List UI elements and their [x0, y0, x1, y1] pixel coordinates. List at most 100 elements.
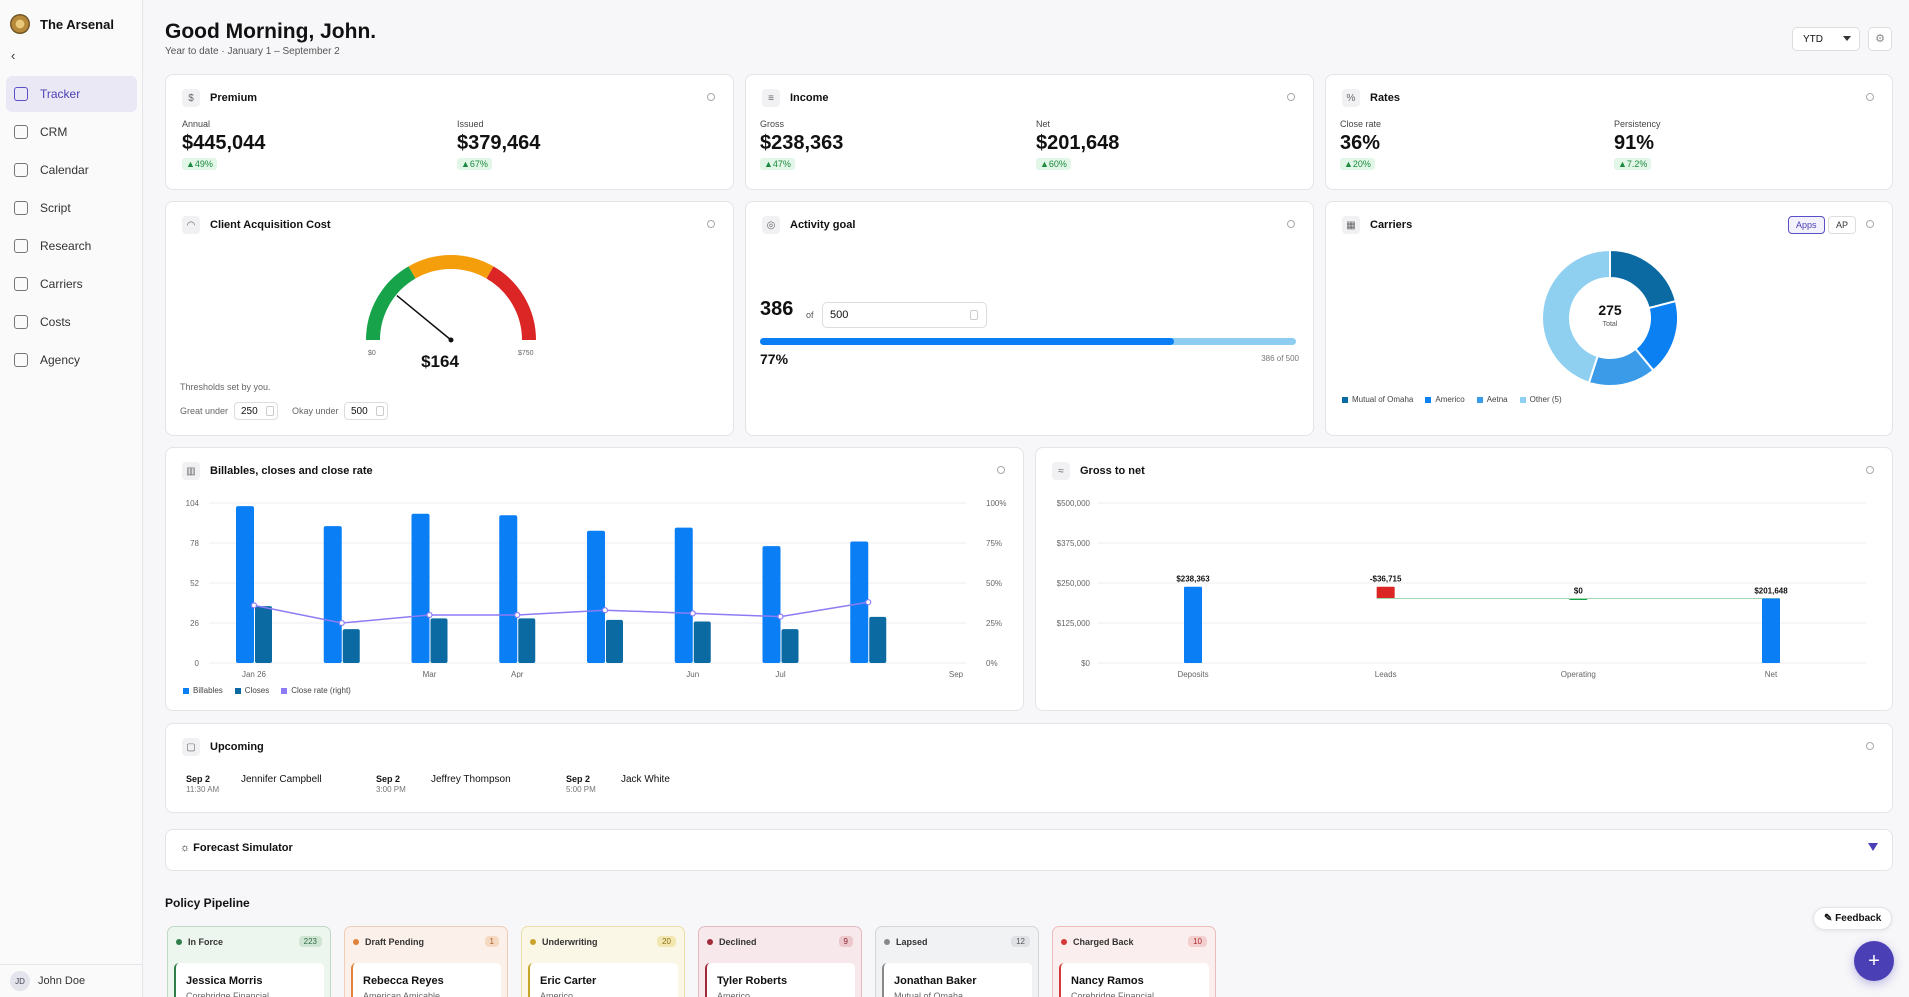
stage-header: In Force — [176, 937, 223, 947]
activity-goal-input[interactable]: 500 — [822, 302, 987, 328]
pipeline-stage-draft-pending[interactable]: Draft Pending 1 Rebecca Reyes American Amic… — [344, 926, 508, 997]
pipeline-stage-lapsed[interactable]: Lapsed 12 Jonathan Baker Mutual of Omaha — [875, 926, 1039, 997]
waterfall-bar[interactable] — [1184, 586, 1202, 663]
billables-bar[interactable] — [236, 506, 254, 663]
income-title-text: Income — [790, 92, 829, 104]
billables-bar[interactable] — [499, 515, 518, 663]
sidebar-item-costs[interactable]: Costs — [6, 304, 137, 340]
upcoming-item[interactable]: Sep 2 11:30 AM Jennifer Campbell — [186, 774, 322, 794]
pipeline-stage-in-force[interactable]: In Force 223 Jessica Morris Corebridge Fina… — [167, 926, 331, 997]
pipeline-stage-declined[interactable]: Declined 9 Tyler Roberts Americo — [698, 926, 862, 997]
closes-bar[interactable] — [693, 621, 711, 663]
close-rate-point[interactable] — [865, 599, 872, 606]
sidebar-item-tracker[interactable]: Tracker — [6, 76, 137, 112]
billables-bar[interactable] — [762, 546, 781, 663]
sidebar-item-crm[interactable]: CRM — [6, 114, 137, 150]
pipeline-stage-underwriting[interactable]: Underwriting 20 Eric Carter Americo — [521, 926, 685, 997]
brand[interactable]: The Arsenal — [10, 14, 114, 34]
change-badge: ▲67% — [457, 158, 492, 170]
closes-bar[interactable] — [255, 606, 272, 663]
waterfall-bar[interactable] — [1762, 598, 1780, 663]
info-icon[interactable] — [1866, 466, 1874, 474]
donut-slice[interactable] — [1541, 248, 1611, 384]
legend-billables[interactable]: Billables — [183, 686, 223, 695]
policy-card[interactable]: Jonathan Baker Mutual of Omaha — [882, 963, 1032, 997]
great-under-input[interactable]: 250 — [234, 402, 278, 420]
chevron-down-icon[interactable] — [1868, 843, 1878, 851]
closes-bar[interactable] — [518, 618, 536, 663]
billables-bar[interactable] — [411, 513, 430, 663]
info-icon[interactable] — [707, 220, 715, 228]
closes-bar[interactable] — [781, 629, 799, 663]
sidebar-item-research[interactable]: Research — [6, 228, 137, 264]
billables-bar[interactable] — [587, 530, 605, 663]
y2-tick-label: 50% — [986, 579, 1002, 588]
legend-label: Close rate (right) — [291, 686, 351, 695]
okay-under-input[interactable]: 500 — [344, 402, 388, 420]
wave-icon: ≈ — [1052, 462, 1070, 480]
stage-name: In Force — [188, 937, 224, 947]
legend-close-rate[interactable]: Close rate (right) — [281, 686, 351, 695]
legend-item[interactable]: Aetna — [1476, 395, 1508, 404]
add-button[interactable]: + — [1854, 941, 1894, 981]
sidebar-item-agency[interactable]: Agency — [6, 342, 137, 378]
close-rate-point[interactable] — [689, 610, 696, 617]
appt-date: Sep 2 — [566, 774, 591, 784]
closes-bar[interactable] — [430, 618, 448, 663]
info-icon[interactable] — [1866, 220, 1874, 228]
settings-button[interactable]: ⚙ — [1868, 27, 1892, 51]
billables-bar[interactable] — [850, 541, 869, 663]
info-icon[interactable] — [1866, 93, 1874, 101]
legend-item[interactable]: Other (5) — [1519, 395, 1562, 404]
toggle-ap[interactable]: AP — [1828, 216, 1857, 234]
donut-slice[interactable] — [1609, 248, 1678, 310]
policy-card[interactable]: Jessica Morris Corebridge Financial — [174, 963, 324, 997]
info-icon[interactable] — [1866, 742, 1874, 750]
close-rate-point[interactable] — [338, 619, 345, 627]
close-rate-point[interactable] — [250, 602, 258, 609]
status-badge: 223 — [298, 936, 322, 947]
close-rate-point[interactable] — [426, 611, 433, 619]
info-icon[interactable] — [707, 93, 715, 101]
info-icon[interactable] — [1287, 220, 1295, 228]
billables-bar[interactable] — [323, 526, 342, 663]
policy-card[interactable]: Tyler Roberts Americo — [705, 963, 855, 997]
upcoming-item[interactable]: Sep 2 5:00 PM Jack White — [566, 774, 670, 794]
period-select[interactable]: YTD — [1792, 27, 1860, 51]
closes-bar[interactable] — [869, 616, 887, 663]
network-icon — [14, 353, 28, 367]
collapse-sidebar-icon[interactable]: ‹ — [11, 48, 16, 63]
legend-item[interactable]: Mutual of Omaha — [1342, 395, 1413, 404]
gauge-max-label: $750 — [518, 350, 534, 357]
close-rate-point[interactable] — [777, 613, 784, 620]
stepper-icon[interactable] — [376, 406, 384, 416]
feedback-button[interactable]: ✎ Feedback — [1813, 907, 1893, 930]
closes-bar[interactable] — [606, 619, 623, 663]
legend-item[interactable]: Americo — [1425, 395, 1465, 404]
close-rate-point[interactable] — [601, 607, 609, 614]
donut-total: 275 — [1598, 302, 1622, 318]
sidebar-item-script[interactable]: Script — [6, 190, 137, 226]
sidebar-item-carriers[interactable]: Carriers — [6, 266, 137, 302]
billables-bar[interactable] — [674, 527, 693, 663]
stepper-icon[interactable] — [970, 310, 978, 320]
user-menu[interactable]: JD John Doe — [0, 964, 143, 997]
pipeline-stage-charged-back[interactable]: Charged Back 10 Nancy Ramos Corebridge Fina… — [1052, 926, 1216, 997]
toggle-apps[interactable]: Apps — [1788, 216, 1825, 234]
info-icon[interactable] — [997, 466, 1005, 474]
policy-card[interactable]: Rebecca Reyes American Amicable — [351, 963, 501, 997]
close-rate-point[interactable] — [514, 611, 521, 619]
x-tick-label: Jan 26 — [242, 670, 267, 678]
waterfall-bar[interactable] — [1376, 586, 1395, 599]
sidebar-item-calendar[interactable]: Calendar — [6, 152, 137, 188]
policy-card[interactable]: Eric Carter Americo — [528, 963, 678, 997]
stepper-icon[interactable] — [266, 406, 274, 416]
forecast-simulator[interactable]: ☼ Forecast Simulator — [165, 829, 1893, 871]
upcoming-item[interactable]: Sep 2 3:00 PM Jeffrey Thompson — [376, 774, 511, 794]
okay-under-label: Okay under — [292, 406, 339, 416]
activity-progress-bar — [760, 338, 1296, 345]
info-icon[interactable] — [1287, 93, 1295, 101]
policy-card[interactable]: Nancy Ramos Corebridge Financial — [1059, 963, 1209, 997]
closes-bar[interactable] — [342, 629, 360, 663]
legend-closes[interactable]: Closes — [234, 686, 269, 695]
